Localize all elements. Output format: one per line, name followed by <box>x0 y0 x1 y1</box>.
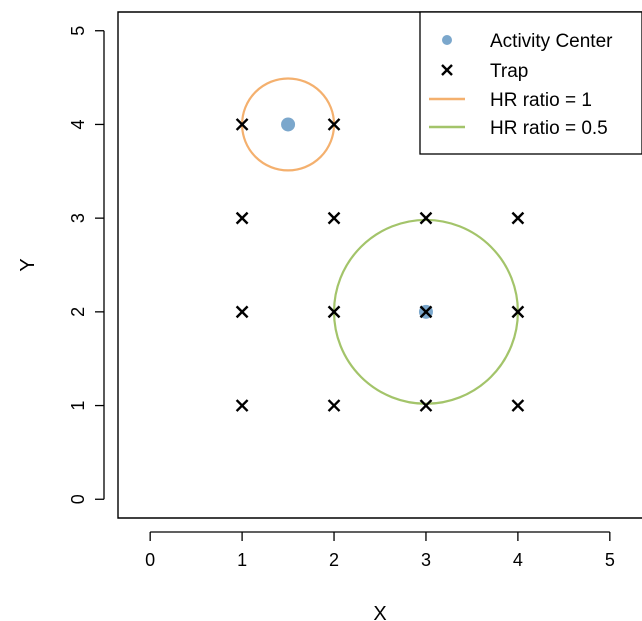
activity-center-point <box>281 117 296 132</box>
trap-stroke <box>235 305 249 319</box>
trap-point <box>235 399 249 412</box>
legend-label: Trap <box>490 61 528 82</box>
trap-stroke <box>327 211 341 225</box>
y-tick-label: 2 <box>68 307 88 317</box>
x-tick-label: 0 <box>145 550 155 570</box>
trap-point <box>235 305 249 319</box>
trap-point <box>235 211 249 225</box>
legend-box <box>419 11 642 155</box>
trap-stroke <box>511 305 525 319</box>
trap-stroke <box>235 211 249 225</box>
trap-stroke <box>419 305 433 319</box>
trap-stroke <box>419 399 433 412</box>
trap-point <box>419 211 433 225</box>
trap-stroke <box>327 399 341 412</box>
x-tick-label: 5 <box>605 550 615 570</box>
trap-stroke <box>327 118 341 131</box>
x-tick-label: 3 <box>421 550 431 570</box>
trap-stroke <box>235 118 249 131</box>
trap-stroke <box>511 211 525 225</box>
x-tick-label: 1 <box>237 550 247 570</box>
trap-point <box>327 305 341 319</box>
legend-label: HR ratio = 1 <box>490 90 592 111</box>
legend-activity-center-symbol <box>442 35 452 45</box>
y-tick-label: 1 <box>68 401 88 411</box>
x-tick-label: 2 <box>329 550 339 570</box>
axes: 0 1 2 3 4 5 0 1 2 3 4 5 X Y <box>17 11 642 621</box>
legend-trap-symbol <box>441 64 453 76</box>
trap-point <box>235 118 249 131</box>
trap-point <box>511 211 525 225</box>
plot-area <box>235 77 525 412</box>
y-tick-label: 4 <box>68 119 88 129</box>
trap-stroke <box>327 305 341 319</box>
y-tick-label: 3 <box>68 213 88 223</box>
legend-label: Activity Center <box>490 31 613 52</box>
trap-point <box>511 305 525 319</box>
trap-point <box>419 399 433 412</box>
trap-stroke <box>235 399 249 412</box>
trap-point <box>511 399 525 412</box>
trap-point <box>419 305 433 319</box>
y-axis-title: Y <box>17 258 39 271</box>
trap-point <box>327 399 341 412</box>
trap-stroke <box>419 211 433 225</box>
y-tick-label: 0 <box>68 494 88 504</box>
trap-point <box>327 118 341 131</box>
legend: Activity Center Trap HR ratio = 1 HR ratio … <box>419 11 642 155</box>
trap-stroke <box>511 399 525 412</box>
x-tick-label: 4 <box>513 550 523 570</box>
trap-stroke <box>441 64 453 76</box>
trap-point <box>327 211 341 225</box>
legend-label: HR ratio = 0.5 <box>490 118 608 139</box>
x-axis-title: X <box>373 603 386 621</box>
plot-frame <box>117 11 642 519</box>
y-tick-label: 5 <box>68 26 88 36</box>
